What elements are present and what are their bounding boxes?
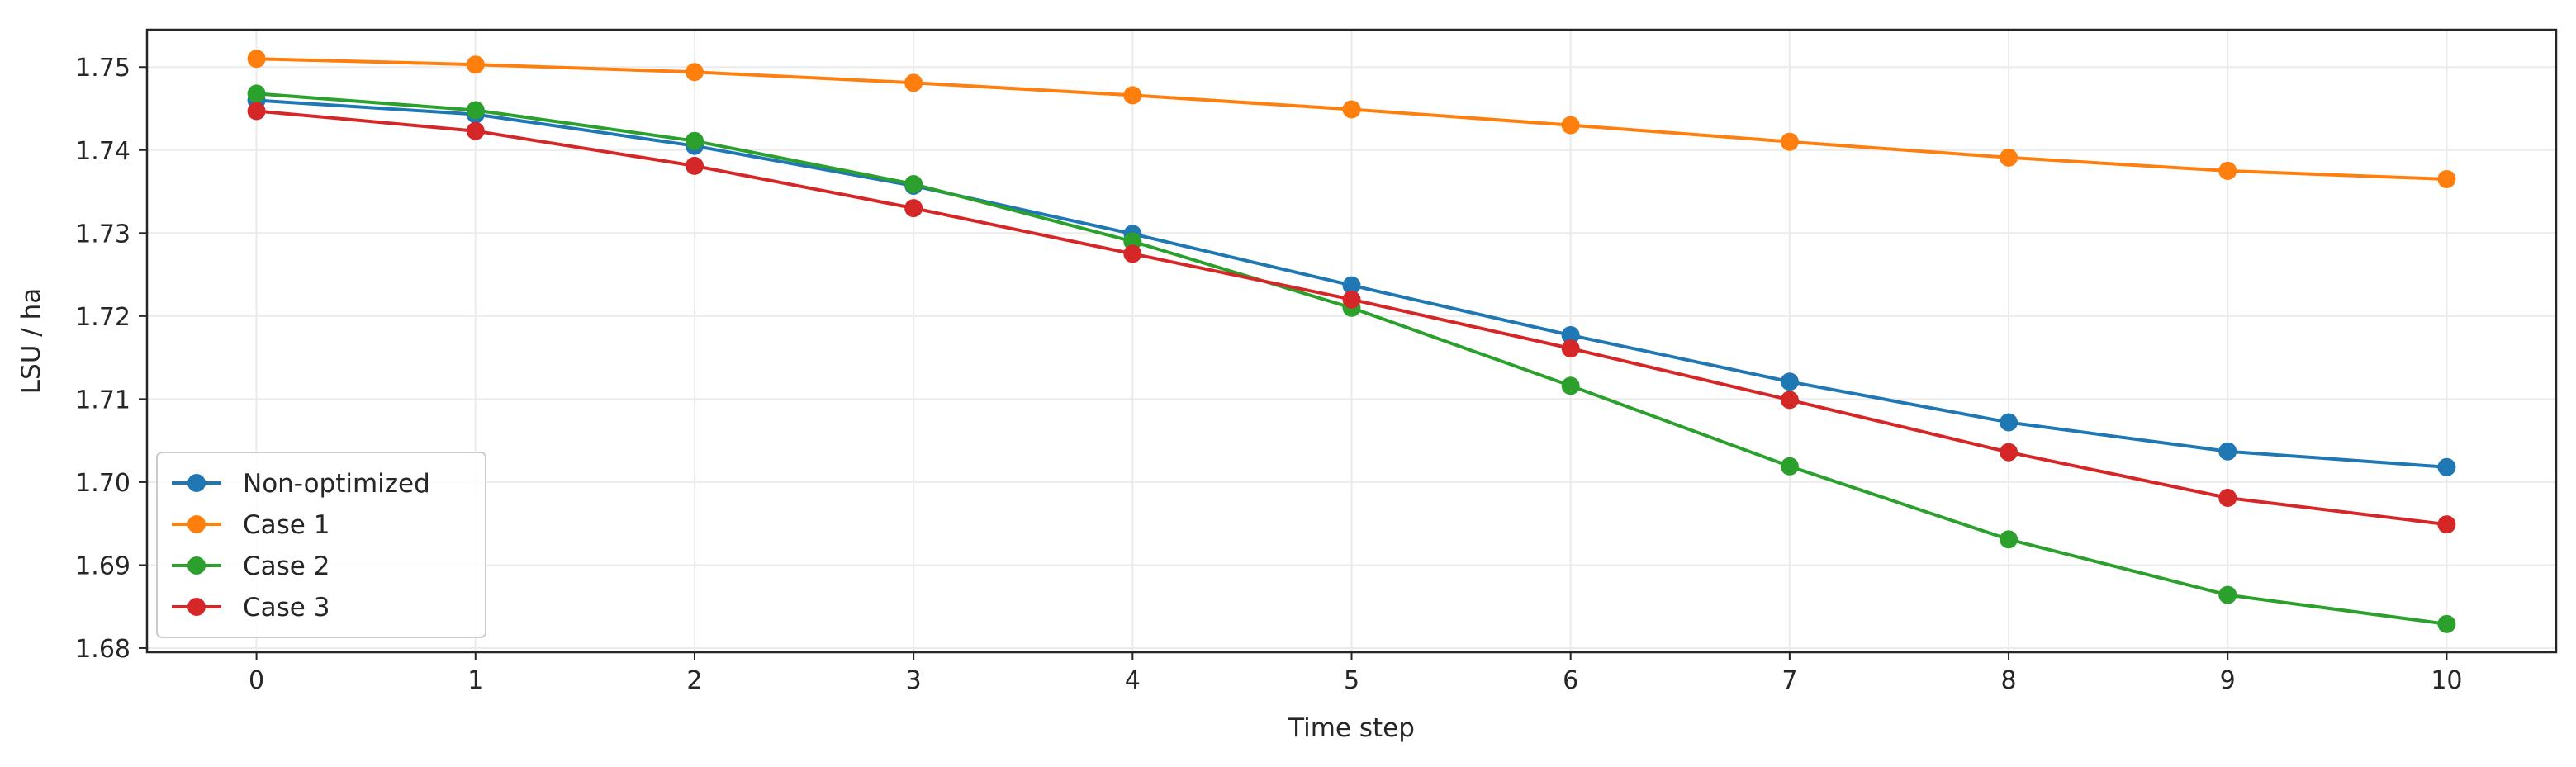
data-point-case-2	[685, 131, 704, 150]
y-tick-label: 1.70	[75, 469, 130, 498]
data-point-case-2	[2000, 530, 2019, 549]
data-point-case-3	[1342, 290, 1361, 309]
legend-swatch-marker	[187, 556, 206, 575]
data-point-case-3	[904, 199, 923, 218]
data-point-case-1	[2218, 161, 2237, 180]
data-point-case-1	[685, 63, 704, 82]
data-point-case-2	[247, 84, 266, 103]
y-tick-label: 1.75	[75, 54, 130, 83]
y-tick-label: 1.74	[75, 137, 130, 166]
data-point-non-optimized	[2000, 413, 2019, 432]
data-point-case-2	[904, 174, 923, 193]
data-point-case-1	[2437, 169, 2456, 188]
y-axis-title: LSU / ha	[17, 288, 46, 394]
data-point-case-1	[466, 55, 485, 74]
x-tick-label: 4	[1125, 666, 1141, 695]
data-point-case-3	[466, 121, 485, 140]
data-point-case-3	[1123, 244, 1142, 263]
data-point-case-2	[1780, 457, 1799, 476]
data-point-non-optimized	[2218, 442, 2237, 461]
y-tick-label: 1.72	[75, 303, 130, 332]
data-point-case-3	[2218, 489, 2237, 508]
data-point-case-1	[904, 73, 923, 92]
data-point-case-1	[1561, 116, 1580, 135]
data-point-non-optimized	[2437, 457, 2456, 476]
legend-swatch-marker	[187, 515, 206, 533]
x-tick-label: 1	[467, 666, 483, 695]
x-tick-label: 7	[1781, 666, 1797, 695]
data-point-case-1	[1780, 132, 1799, 151]
data-point-case-2	[2437, 614, 2456, 633]
y-tick-label: 1.69	[75, 552, 130, 580]
data-point-case-1	[1342, 100, 1361, 119]
legend-item: Case 3	[172, 593, 330, 623]
x-tick-label: 0	[249, 666, 264, 695]
legend-item: Case 2	[172, 552, 330, 581]
x-axis-title: Time step	[1288, 713, 1415, 743]
x-axis: 0 1 2 3 4 5 6 7 8 9 10	[249, 652, 2463, 695]
data-point-case-3	[685, 156, 704, 175]
series-case-3	[247, 102, 2456, 534]
data-point-case-1	[2000, 148, 2019, 167]
x-tick-label: 5	[1344, 666, 1359, 695]
data-point-case-2	[1123, 232, 1142, 251]
x-tick-label: 6	[1563, 666, 1578, 695]
data-point-case-2	[1561, 376, 1580, 395]
data-point-non-optimized	[1342, 276, 1361, 295]
x-tick-label: 3	[906, 666, 922, 695]
x-tick-label: 2	[686, 666, 702, 695]
legend-label: Case 1	[243, 510, 330, 540]
y-tick-label: 1.71	[75, 386, 130, 414]
data-point-case-3	[1780, 391, 1799, 410]
legend: Non-optimized Case 1 Case 2 Case 3	[156, 452, 486, 638]
legend-label: Case 3	[243, 593, 330, 623]
legend-label: Case 2	[243, 552, 330, 581]
legend-item: Non-optimized	[172, 469, 430, 499]
data-point-case-1	[1123, 86, 1142, 105]
data-point-non-optimized	[1780, 372, 1799, 391]
data-point-case-3	[2000, 443, 2019, 462]
legend-swatch-marker	[187, 474, 206, 492]
data-point-case-2	[466, 101, 485, 120]
legend-label: Non-optimized	[243, 469, 430, 499]
data-point-case-3	[1561, 339, 1580, 358]
data-point-case-3	[247, 102, 266, 121]
legend-box	[156, 452, 486, 638]
x-tick-label: 8	[2000, 666, 2016, 695]
data-point-case-2	[2218, 585, 2237, 604]
data-point-non-optimized	[1561, 325, 1580, 344]
series-layer	[247, 50, 2456, 633]
y-tick-label: 1.73	[75, 220, 130, 249]
series-case-1	[247, 50, 2456, 188]
data-point-case-3	[2437, 515, 2456, 534]
legend-item: Case 1	[172, 510, 330, 540]
y-axis: 1.68 1.69 1.70 1.71 1.72 1.73 1.74 1.75	[75, 54, 147, 664]
x-tick-label: 10	[2431, 666, 2462, 695]
x-tick-label: 9	[2220, 666, 2236, 695]
y-tick-label: 1.68	[75, 635, 130, 664]
data-point-case-1	[247, 50, 266, 69]
legend-swatch-marker	[187, 598, 206, 616]
